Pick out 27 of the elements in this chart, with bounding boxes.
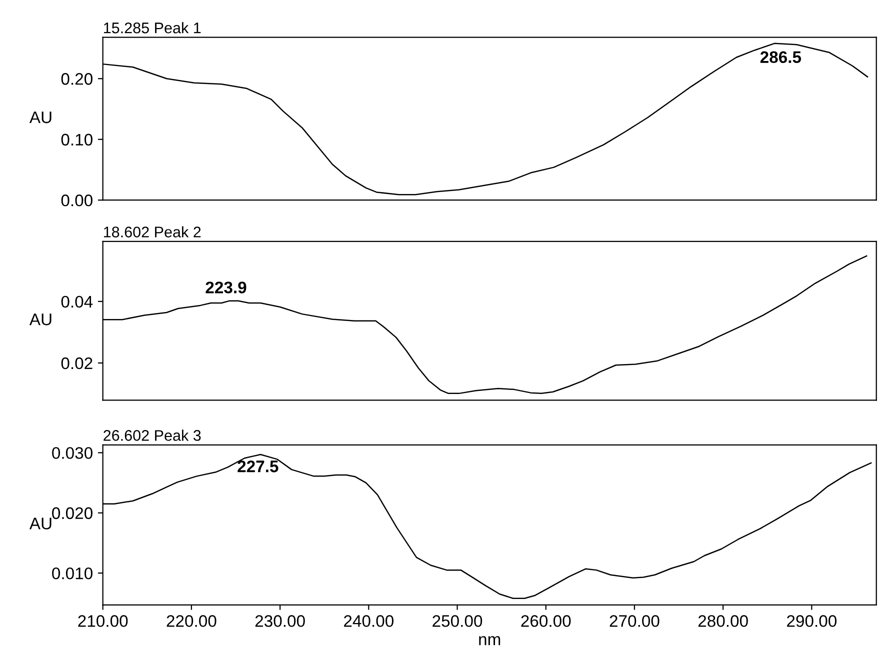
- y-axis-title: AU: [29, 518, 52, 530]
- x-tick-label: 210.00: [78, 615, 128, 627]
- chart-title: 18.602 Peak 2: [104, 226, 201, 238]
- x-tick-label: 260.00: [521, 615, 571, 627]
- y-tick-label: 0.00: [61, 194, 92, 206]
- y-tick-label: 0.030: [52, 447, 92, 459]
- y-axis-title: AU: [29, 112, 52, 124]
- chart-title: 26.602 Peak 3: [104, 430, 201, 441]
- annotation: 223.9: [206, 282, 246, 294]
- x-axis-title: nm: [479, 636, 500, 646]
- y-axis-title: AU: [29, 314, 52, 326]
- x-tick-label: 250.00: [432, 615, 482, 627]
- y-tick-label: 0.20: [61, 73, 92, 85]
- x-tick-label: 230.00: [255, 615, 305, 627]
- x-tick-label: 220.00: [166, 615, 216, 627]
- annotation: 227.5: [238, 460, 278, 472]
- x-tick-label: 290.00: [787, 615, 837, 627]
- chart-title: 15.285 Peak 1: [104, 22, 201, 34]
- y-tick-label: 0.010: [52, 567, 92, 580]
- annotation: 286.5: [760, 51, 802, 64]
- x-tick-label: 240.00: [344, 615, 394, 627]
- x-tick-label: 280.00: [698, 615, 748, 627]
- y-tick-label: 0.02: [61, 357, 92, 370]
- y-tick-label: 0.10: [61, 134, 92, 146]
- y-tick-label: 0.020: [52, 507, 92, 520]
- y-tick-label: 0.04: [61, 296, 93, 308]
- x-tick-label: 270.00: [610, 615, 660, 627]
